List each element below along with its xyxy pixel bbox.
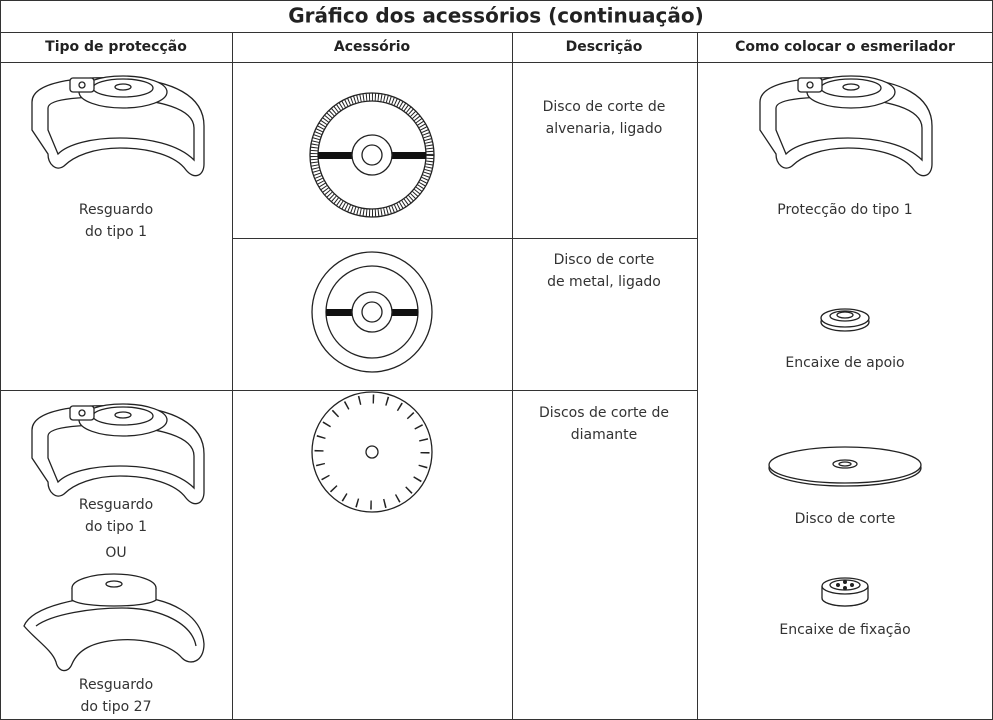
column-header: Descrição bbox=[566, 39, 643, 55]
protection-label: do tipo 1 bbox=[85, 224, 147, 240]
masonry-disc-illustration bbox=[309, 92, 435, 218]
description: Disco de corte bbox=[554, 252, 655, 268]
protection-label: Resguardo bbox=[79, 677, 153, 693]
or-label: OU bbox=[105, 545, 126, 561]
backing-flange-illustration bbox=[820, 308, 870, 332]
diamond-disc-illustration bbox=[311, 391, 433, 513]
protection-label: do tipo 27 bbox=[81, 699, 152, 715]
assembly-label: Protecção do tipo 1 bbox=[777, 202, 912, 218]
column-header: Como colocar o esmerilador bbox=[735, 39, 955, 55]
description: de metal, ligado bbox=[547, 274, 661, 290]
cutting-disc-illustration bbox=[768, 446, 922, 487]
description: diamante bbox=[571, 427, 638, 443]
column-header: Acessório bbox=[334, 39, 411, 55]
description: Discos de corte de bbox=[539, 405, 669, 421]
clamp-nut-illustration bbox=[821, 577, 869, 607]
metal-disc-illustration bbox=[311, 251, 433, 373]
assembly-label: Disco de corte bbox=[795, 511, 896, 527]
assembly-label: Encaixe de fixação bbox=[779, 622, 910, 638]
description: alvenaria, ligado bbox=[546, 121, 663, 137]
protection-label: Resguardo bbox=[79, 497, 153, 513]
title: Gráfico dos acessórios (continuação) bbox=[288, 4, 703, 28]
description: Disco de corte de bbox=[543, 99, 666, 115]
protection-label: do tipo 1 bbox=[85, 519, 147, 535]
guard-type1-illustration bbox=[31, 403, 205, 505]
guard-type27-illustration bbox=[23, 573, 205, 672]
assembly-label: Encaixe de apoio bbox=[785, 355, 904, 371]
guard-type1-illustration bbox=[31, 75, 205, 177]
column-header: Tipo de protecção bbox=[45, 39, 187, 55]
protection-label: Resguardo bbox=[79, 202, 153, 218]
guard-type1-illustration bbox=[759, 75, 933, 177]
